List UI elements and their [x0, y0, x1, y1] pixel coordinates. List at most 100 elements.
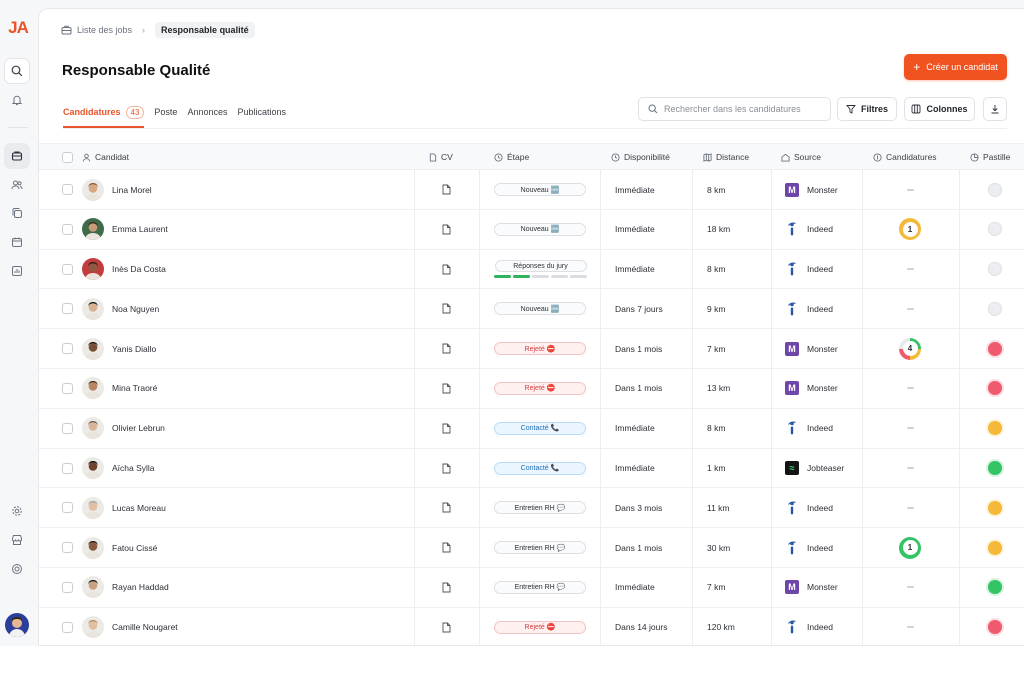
copy-icon[interactable]	[4, 200, 30, 226]
cv-cell[interactable]	[442, 568, 451, 607]
applications-count-badge[interactable]: 1	[899, 218, 921, 241]
row-checkbox[interactable]	[62, 223, 73, 235]
file-icon[interactable]	[442, 383, 451, 394]
tab-candidatures[interactable]: Candidatures 43	[63, 105, 145, 119]
candidate-cell[interactable]: Aïcha Sylla	[82, 449, 155, 488]
status-dot[interactable]	[988, 262, 1002, 277]
store-icon[interactable]	[4, 527, 30, 553]
candidate-cell[interactable]: Fatou Cissé	[82, 528, 157, 567]
stage-badge[interactable]: Réponses du jury	[494, 260, 587, 273]
cv-cell[interactable]	[442, 528, 451, 567]
help-icon[interactable]	[4, 556, 30, 582]
table-row[interactable]: Olivier Lebrun Contacté 📞 Immédiate 8 km Ind…	[39, 409, 1024, 449]
breadcrumb-jobs-link[interactable]: Liste des jobs	[61, 25, 132, 35]
row-checkbox[interactable]	[62, 462, 73, 474]
status-dot[interactable]	[988, 500, 1002, 515]
candidate-cell[interactable]: Yanis Diallo	[82, 329, 156, 368]
candidate-cell[interactable]: Inès Da Costa	[82, 250, 166, 289]
table-row[interactable]: Rayan Haddad Entretien RH 💬 Immédiate 7 km M…	[39, 568, 1024, 608]
candidate-cell[interactable]: Rayan Haddad	[82, 568, 169, 607]
row-checkbox[interactable]	[62, 422, 73, 434]
tab-annonces[interactable]: Annonces	[187, 105, 227, 119]
file-icon[interactable]	[442, 502, 451, 513]
app-logo[interactable]: JA	[8, 18, 29, 37]
table-row[interactable]: Emma Laurent Nouveau 🆕 Immédiate 18 km Indee…	[39, 210, 1024, 250]
table-row[interactable]: Lina Morel Nouveau 🆕 Immédiate 8 km M Monster	[39, 170, 1024, 210]
search-box[interactable]	[638, 97, 831, 121]
table-row[interactable]: Camille Nougaret Rejeté ⛔ Dans 14 jours 120…	[39, 608, 1024, 645]
cv-cell[interactable]	[442, 449, 451, 488]
tab-publications[interactable]: Publications	[237, 105, 286, 119]
row-checkbox[interactable]	[62, 382, 73, 394]
header-cv[interactable]: CV	[429, 144, 453, 170]
status-dot[interactable]	[988, 222, 1002, 237]
status-dot[interactable]	[988, 421, 1002, 436]
row-checkbox[interactable]	[62, 343, 73, 355]
cv-cell[interactable]	[442, 409, 451, 448]
row-checkbox[interactable]	[62, 581, 73, 593]
stage-badge[interactable]: Nouveau 🆕	[494, 302, 586, 316]
stage-badge[interactable]: Rejeté ⛔	[494, 342, 586, 356]
stage-badge[interactable]: Rejeté ⛔	[494, 620, 586, 634]
status-dot[interactable]	[988, 301, 1002, 316]
status-dot[interactable]	[988, 580, 1002, 595]
stage-badge[interactable]: Entretien RH 💬	[494, 580, 586, 594]
cv-cell[interactable]	[442, 488, 451, 527]
stage-badge[interactable]: Nouveau 🆕	[494, 222, 586, 236]
status-dot[interactable]	[988, 381, 1002, 396]
row-checkbox[interactable]	[62, 263, 73, 275]
file-icon[interactable]	[442, 264, 451, 275]
status-dot[interactable]	[988, 461, 1002, 476]
tab-poste[interactable]: Poste	[154, 105, 177, 119]
file-icon[interactable]	[442, 303, 451, 314]
candidate-cell[interactable]: Emma Laurent	[82, 210, 168, 249]
file-icon[interactable]	[442, 224, 451, 235]
users-icon[interactable]	[4, 172, 30, 198]
candidate-cell[interactable]: Noa Nguyen	[82, 289, 159, 328]
file-icon[interactable]	[442, 423, 451, 434]
file-icon[interactable]	[442, 184, 451, 195]
select-all-checkbox[interactable]	[62, 144, 73, 170]
cv-cell[interactable]	[442, 250, 451, 289]
row-checkbox[interactable]	[62, 502, 73, 514]
stage-badge[interactable]: Entretien RH 💬	[494, 541, 586, 555]
candidate-cell[interactable]: Lucas Moreau	[82, 488, 166, 527]
row-checkbox[interactable]	[62, 184, 73, 195]
stage-badge[interactable]: Rejeté ⛔	[494, 381, 586, 395]
header-candidat[interactable]: Candidat	[82, 144, 129, 170]
table-row[interactable]: Yanis Diallo Rejeté ⛔ Dans 1 mois 7 km M Mons…	[39, 329, 1024, 369]
row-checkbox[interactable]	[62, 621, 73, 633]
stage-badge[interactable]: Nouveau 🆕	[494, 183, 586, 196]
jobs-icon[interactable]	[4, 143, 30, 169]
file-icon[interactable]	[442, 343, 451, 354]
file-icon[interactable]	[442, 582, 451, 593]
applications-count-badge[interactable]: 1	[899, 536, 921, 559]
cv-cell[interactable]	[442, 329, 451, 368]
bell-icon[interactable]	[4, 87, 30, 113]
columns-button[interactable]: Colonnes	[904, 97, 975, 121]
filters-button[interactable]: Filtres	[837, 97, 897, 121]
row-checkbox[interactable]	[62, 303, 73, 315]
row-checkbox[interactable]	[62, 542, 73, 554]
cv-cell[interactable]	[442, 369, 451, 408]
search-input[interactable]	[664, 104, 819, 114]
header-candidatures[interactable]: Candidatures	[873, 144, 937, 170]
search-icon[interactable]	[4, 58, 30, 84]
header-distance[interactable]: Distance	[703, 144, 749, 170]
user-avatar[interactable]	[5, 613, 29, 637]
table-row[interactable]: Aïcha Sylla Contacté 📞 Immédiate 1 km ≈ Jobte…	[39, 449, 1024, 489]
cv-cell[interactable]	[442, 210, 451, 249]
candidate-cell[interactable]: Mina Traoré	[82, 369, 157, 408]
stage-badge[interactable]: Contacté 📞	[494, 421, 586, 435]
status-dot[interactable]	[988, 540, 1002, 555]
settings-icon[interactable]	[4, 498, 30, 524]
header-disponibilite[interactable]: Disponibilité	[611, 144, 670, 170]
file-icon[interactable]	[442, 542, 451, 553]
header-pastille[interactable]: Pastille	[970, 144, 1010, 170]
candidate-cell[interactable]: Camille Nougaret	[82, 608, 178, 645]
table-row[interactable]: Mina Traoré Rejeté ⛔ Dans 1 mois 13 km M Mons…	[39, 369, 1024, 409]
table-row[interactable]: Inès Da Costa Réponses du jury Immédiate 8 …	[39, 250, 1024, 290]
calendar-icon[interactable]	[4, 229, 30, 255]
download-button[interactable]	[983, 97, 1007, 121]
file-icon[interactable]	[442, 622, 451, 633]
